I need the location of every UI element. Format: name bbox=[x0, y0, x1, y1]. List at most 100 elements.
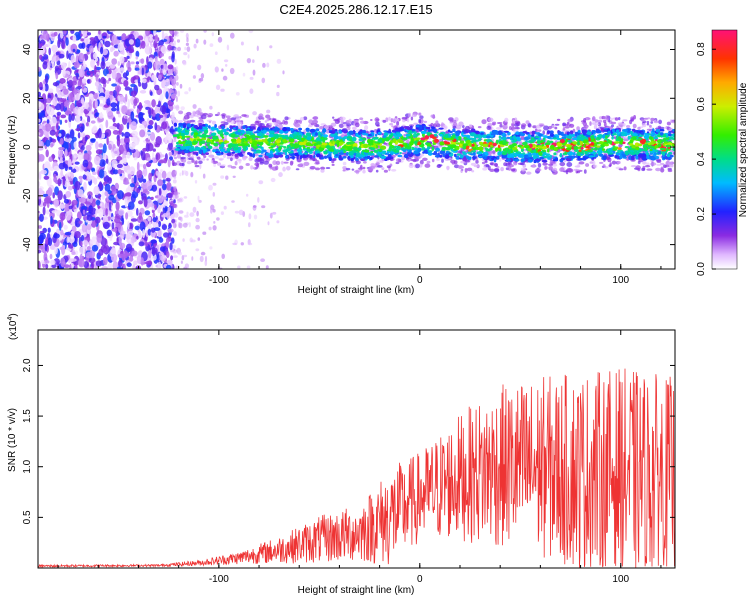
heatmap-cell bbox=[111, 159, 118, 169]
heatmap-cell bbox=[79, 126, 84, 133]
heatmap-cell bbox=[438, 127, 444, 130]
heatmap-cell bbox=[139, 124, 146, 129]
heatmap-cell bbox=[312, 116, 319, 120]
heatmap-cell bbox=[202, 173, 206, 179]
heatmap-cell bbox=[49, 253, 53, 260]
heatmap-cell bbox=[131, 177, 134, 184]
heatmap-cell bbox=[131, 190, 139, 199]
heatmap-cell bbox=[173, 255, 178, 258]
heatmap-cell bbox=[229, 67, 235, 75]
heatmap-cell bbox=[186, 46, 191, 52]
heatmap-cell bbox=[331, 163, 335, 166]
heatmap-cell bbox=[60, 30, 64, 39]
heatmap-cell bbox=[45, 237, 49, 245]
heatmap-cell bbox=[246, 58, 252, 64]
heatmap-cell bbox=[133, 139, 140, 146]
heatmap-cell bbox=[59, 119, 63, 125]
heatmap-cell bbox=[109, 91, 114, 95]
heatmap-cell bbox=[110, 216, 115, 220]
heatmap-cell bbox=[630, 116, 635, 121]
heatmap-cell bbox=[271, 166, 278, 171]
heatmap-cell bbox=[276, 91, 280, 97]
heatmap-cell bbox=[152, 247, 158, 255]
heatmap-cell bbox=[82, 209, 86, 215]
heatmap-cell bbox=[260, 258, 265, 263]
heatmap-cell bbox=[48, 47, 51, 56]
heatmap-cell bbox=[275, 160, 281, 166]
heatmap-cell bbox=[155, 152, 161, 161]
heatmap-cell bbox=[123, 157, 127, 164]
heatmap-cell bbox=[543, 125, 550, 131]
heatmap-cell bbox=[133, 31, 139, 39]
heatmap-cell bbox=[210, 207, 213, 214]
heatmap-cell bbox=[197, 64, 202, 71]
heatmap-cell bbox=[418, 112, 422, 116]
heatmap-cell bbox=[86, 246, 91, 251]
heatmap-cell bbox=[599, 161, 604, 164]
heatmap-cell bbox=[73, 88, 78, 95]
heatmap-cell bbox=[63, 30, 67, 35]
heatmap-cell bbox=[159, 93, 164, 101]
heatmap-cell bbox=[56, 111, 62, 116]
heatmap-cell bbox=[100, 237, 107, 246]
heatmap-cell bbox=[119, 123, 124, 132]
heatmap-cell bbox=[246, 265, 251, 269]
heatmap-cell bbox=[38, 260, 41, 269]
heatmap-cell bbox=[108, 143, 112, 150]
heatmap-cell bbox=[653, 120, 659, 124]
heatmap-cell bbox=[154, 204, 157, 209]
heatmap-cell bbox=[144, 37, 149, 46]
heatmap-cell bbox=[50, 116, 57, 127]
heatmap-cell bbox=[111, 185, 116, 192]
heatmap-cell bbox=[360, 120, 365, 124]
heatmap-cell bbox=[247, 242, 253, 246]
heatmap-cell bbox=[43, 61, 48, 65]
heatmap-cell bbox=[226, 44, 230, 51]
heatmap-cell bbox=[423, 120, 428, 123]
heatmap-cell bbox=[626, 125, 631, 128]
heatmap-cell bbox=[419, 155, 423, 159]
heatmap-cell bbox=[74, 180, 81, 190]
heatmap-cell bbox=[249, 76, 254, 80]
heatmap-cell bbox=[85, 251, 93, 259]
heatmap-cell bbox=[38, 118, 41, 123]
heatmap-cell bbox=[252, 111, 257, 116]
heatmap-cell bbox=[640, 119, 645, 122]
heatmap-cell bbox=[572, 128, 576, 133]
heatmap-cell bbox=[144, 210, 151, 216]
heatmap-cell bbox=[94, 155, 101, 166]
heatmap-cell bbox=[399, 152, 402, 154]
heatmap-cell bbox=[309, 166, 316, 170]
heatmap-cell bbox=[264, 120, 268, 123]
heatmap-cell bbox=[375, 162, 380, 166]
heatmap-cell bbox=[268, 163, 273, 168]
heatmap-cell bbox=[186, 211, 189, 216]
heatmap-cell bbox=[105, 119, 109, 129]
heatmap-cell bbox=[38, 103, 45, 111]
heatmap-cell bbox=[217, 36, 223, 43]
heatmap-cell bbox=[122, 263, 126, 269]
heatmap-cell bbox=[93, 52, 98, 60]
heatmap-cell bbox=[212, 192, 215, 197]
heatmap-cell bbox=[67, 158, 72, 167]
heatmap-cell bbox=[69, 263, 72, 269]
heatmap-cell bbox=[148, 119, 154, 126]
heatmap-cell bbox=[91, 244, 99, 252]
heatmap-cell bbox=[448, 157, 452, 160]
heatmap-cell bbox=[91, 168, 96, 173]
heatmap-cell bbox=[195, 224, 201, 230]
heatmap-cell bbox=[253, 214, 258, 220]
heatmap-cell bbox=[50, 215, 53, 225]
heatmap-cell bbox=[268, 122, 273, 126]
heatmap-cell bbox=[532, 125, 537, 129]
heatmap-cell bbox=[191, 256, 194, 261]
heatmap-cell bbox=[50, 143, 54, 148]
heatmap-cell bbox=[72, 241, 78, 248]
heatmap-cell bbox=[204, 260, 208, 267]
heatmap-cell bbox=[83, 240, 89, 246]
heatmap-cell bbox=[80, 33, 83, 37]
heatmap-cell bbox=[94, 65, 97, 75]
heatmap-cell bbox=[140, 40, 146, 49]
heatmap-cell bbox=[151, 74, 157, 82]
heatmap-cell bbox=[52, 192, 55, 199]
